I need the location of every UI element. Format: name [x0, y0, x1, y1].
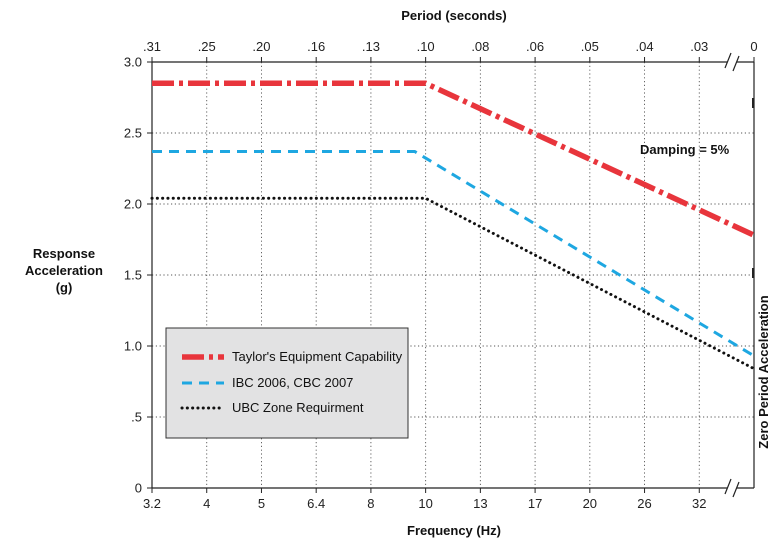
top-tick-label: .06 — [526, 39, 544, 54]
y-axis-title-line-2: Acceleration — [25, 263, 103, 278]
x-tick-label: 13 — [473, 496, 487, 511]
x-tick-label: 32 — [692, 496, 706, 511]
x-tick-label: 8 — [367, 496, 374, 511]
legend-label-ibc: IBC 2006, CBC 2007 — [232, 375, 353, 390]
tick-labels: .31.25.20.16.13.10.08.06.05.04.03 03.2 4 5 6… — [124, 39, 758, 511]
y-tick-label: 0 — [135, 481, 142, 496]
y-tick-label: 2.0 — [124, 197, 142, 212]
top-tick-label: .03 — [690, 39, 708, 54]
series-line-1 — [152, 150, 755, 358]
top-tick-label: .25 — [198, 39, 216, 54]
top-tick-label: .10 — [417, 39, 435, 54]
x-tick-label: 6.4 — [307, 496, 325, 511]
x-tick-label: 20 — [583, 496, 597, 511]
axis-break-mark — [724, 52, 740, 72]
series-line-2 — [150, 196, 756, 371]
top-tick-label: .31 — [143, 39, 161, 54]
legend-label-taylor: Taylor's Equipment Capability — [232, 349, 403, 364]
x-tick-label: 3.2 — [143, 496, 161, 511]
x-tick-label: 10 — [418, 496, 432, 511]
x-tick-label: 4 — [203, 496, 210, 511]
top-axis-title: Period (seconds) — [401, 8, 506, 23]
legend: Taylor's Equipment Capability IBC 2006, … — [165, 327, 409, 439]
y-axis-title-line-3: (g) — [56, 280, 73, 295]
top-tick-label: .04 — [636, 39, 654, 54]
series-line-0 — [152, 80, 756, 238]
legend-label-ubc: UBC Zone Requirment — [232, 400, 364, 415]
damping-annotation: Damping = 5% — [640, 142, 730, 157]
right-axis-title: Zero Period Acceleration — [756, 295, 771, 448]
y-tick-label: .5 — [131, 410, 142, 425]
top-tick-label: .08 — [471, 39, 489, 54]
x-tick-label: 26 — [637, 496, 651, 511]
axis-break-mark — [724, 478, 740, 498]
top-tick-label: .05 — [581, 39, 599, 54]
top-tick-label: .20 — [252, 39, 270, 54]
axes — [147, 52, 755, 498]
x-tick-label: 17 — [528, 496, 542, 511]
grid — [152, 62, 754, 488]
x-tick-label: 5 — [258, 496, 265, 511]
y-tick-label: 1.0 — [124, 339, 142, 354]
top-tick-label: .13 — [362, 39, 380, 54]
y-axis-title-line-1: Response — [33, 246, 95, 261]
top-tick-label: .16 — [307, 39, 325, 54]
top-tick-label: 0 — [750, 39, 757, 54]
y-tick-label: 2.5 — [124, 126, 142, 141]
series-lines — [150, 80, 756, 371]
y-tick-label: 3.0 — [124, 55, 142, 70]
y-tick-label: 1.5 — [124, 268, 142, 283]
x-axis-title: Frequency (Hz) — [407, 523, 501, 538]
